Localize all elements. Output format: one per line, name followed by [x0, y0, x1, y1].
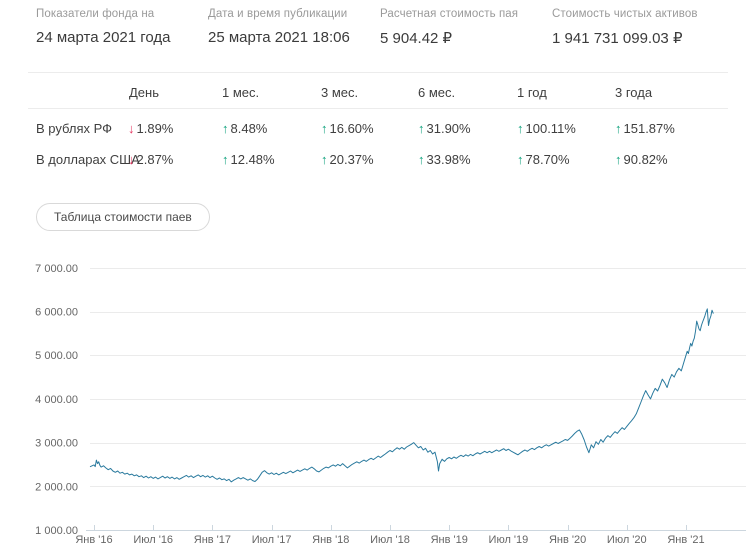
- summary-item-value: 24 марта 2021 года: [36, 29, 171, 46]
- period-column-header: 3 года: [615, 85, 653, 100]
- returns-table-row: В рублях РФ ↓ 1.89% ↑ 8.48% ↑ 16.60% ↑ 31.90% ↑ 10…: [0, 121, 748, 141]
- return-percent-value: 20.37%: [329, 152, 374, 167]
- summary-item-label: Расчетная стоимость пая: [380, 8, 519, 20]
- return-percent-value: 90.82%: [623, 152, 668, 167]
- x-axis-tick-label: Июл '19: [489, 534, 529, 546]
- currency-row-label: В долларах США: [36, 152, 140, 167]
- return-percent-value: 12.48%: [230, 152, 275, 167]
- return-value-cell: ↑ 8.48%: [222, 121, 267, 136]
- return-value-cell: ↑ 100.11%: [517, 121, 576, 136]
- return-value-cell: ↓ 2.87%: [128, 152, 173, 167]
- y-axis-tick-label: 7 000.00: [35, 263, 78, 275]
- unit-price-history-chart[interactable]: 1 000.00 2 000.00 3 000.00 4 000.00 5 000.00…: [0, 248, 748, 559]
- summary-item-label: Стоимость чистых активов: [552, 8, 698, 20]
- return-percent-value: 151.87%: [623, 121, 675, 136]
- return-percent-value: 33.98%: [426, 152, 471, 167]
- arrow-up-icon: ↑: [321, 152, 328, 167]
- arrow-up-icon: ↑: [418, 152, 425, 167]
- y-axis-tick-label: 4 000.00: [35, 394, 78, 406]
- unit-price-table-button[interactable]: Таблица стоимости паев: [36, 203, 210, 231]
- arrow-down-icon: ↓: [128, 121, 135, 136]
- summary-item-label: Показатели фонда на: [36, 8, 155, 20]
- return-percent-value: 78.70%: [525, 152, 570, 167]
- return-percent-value: 31.90%: [426, 121, 471, 136]
- summary-item-value: 25 марта 2021 18:06: [208, 29, 350, 46]
- unit-price-line-series[interactable]: [89, 308, 714, 483]
- return-value-cell: ↑ 31.90%: [418, 121, 471, 136]
- x-axis-tick-label: Янв '19: [431, 534, 468, 546]
- currency-row-label: В рублях РФ: [36, 121, 113, 136]
- y-axis-tick-label: 2 000.00: [35, 481, 78, 493]
- x-axis-tick-label: Янв '20: [549, 534, 586, 546]
- arrow-up-icon: ↑: [615, 152, 622, 167]
- divider: [28, 72, 728, 73]
- arrow-up-icon: ↑: [418, 121, 425, 136]
- arrow-up-icon: ↑: [222, 121, 229, 136]
- return-value-cell: ↑ 90.82%: [615, 152, 668, 167]
- x-axis-tick-label: Янв '21: [667, 534, 704, 546]
- x-axis-tick-label: Июл '20: [607, 534, 647, 546]
- period-column-header: 1 год: [517, 85, 547, 100]
- arrow-down-icon: ↓: [128, 152, 135, 167]
- return-value-cell: ↓ 1.89%: [128, 121, 173, 136]
- arrow-up-icon: ↑: [517, 152, 524, 167]
- y-axis-tick-label: 6 000.00: [35, 307, 78, 319]
- arrow-up-icon: ↑: [615, 121, 622, 136]
- period-column-header: 6 мес.: [418, 85, 456, 100]
- summary-item-value: 5 904.42 ₽: [380, 30, 453, 47]
- summary-item-net-assets: Стоимость чистых активов 1 941 731 099.0…: [552, 8, 698, 47]
- return-percent-value: 8.48%: [230, 121, 268, 136]
- period-column-header: 1 мес.: [222, 85, 260, 100]
- divider: [28, 108, 728, 109]
- arrow-up-icon: ↑: [222, 152, 229, 167]
- x-axis-tick-label: Июл '16: [133, 534, 173, 546]
- return-value-cell: ↑ 16.60%: [321, 121, 374, 136]
- return-percent-value: 16.60%: [329, 121, 374, 136]
- x-axis-tick-label: Янв '16: [75, 534, 112, 546]
- summary-item-label: Дата и время публикации: [208, 8, 348, 20]
- return-value-cell: ↑ 78.70%: [517, 152, 570, 167]
- y-axis-tick-label: 5 000.00: [35, 350, 78, 362]
- x-axis-tick-label: Янв '17: [194, 534, 231, 546]
- return-percent-value: 1.89%: [136, 121, 174, 136]
- x-axis-tick-label: Июл '17: [252, 534, 292, 546]
- y-axis-tick-label: 3 000.00: [35, 438, 78, 450]
- x-axis-tick-label: Июл '18: [370, 534, 410, 546]
- return-value-cell: ↑ 151.87%: [615, 121, 675, 136]
- summary-item-date: Показатели фонда на 24 марта 2021 года: [36, 8, 171, 46]
- return-value-cell: ↑ 33.98%: [418, 152, 471, 167]
- return-percent-value: 2.87%: [136, 152, 174, 167]
- arrow-up-icon: ↑: [517, 121, 524, 136]
- period-column-header: День: [129, 85, 159, 100]
- return-value-cell: ↑ 12.48%: [222, 152, 275, 167]
- return-percent-value: 100.11%: [525, 121, 576, 136]
- summary-item-publication: Дата и время публикации 25 марта 2021 18…: [208, 8, 350, 46]
- return-value-cell: ↑ 20.37%: [321, 152, 374, 167]
- summary-item-value: 1 941 731 099.03 ₽: [552, 30, 683, 47]
- y-axis-tick-label: 1 000.00: [35, 525, 78, 537]
- arrow-up-icon: ↑: [321, 121, 328, 136]
- returns-table-row: В долларах США ↓ 2.87% ↑ 12.48% ↑ 20.37% ↑ 33.98…: [0, 152, 748, 172]
- x-axis-tick-label: Янв '18: [312, 534, 349, 546]
- summary-item-unit-price: Расчетная стоимость пая 5 904.42 ₽: [380, 8, 518, 47]
- period-column-header: 3 мес.: [321, 85, 359, 100]
